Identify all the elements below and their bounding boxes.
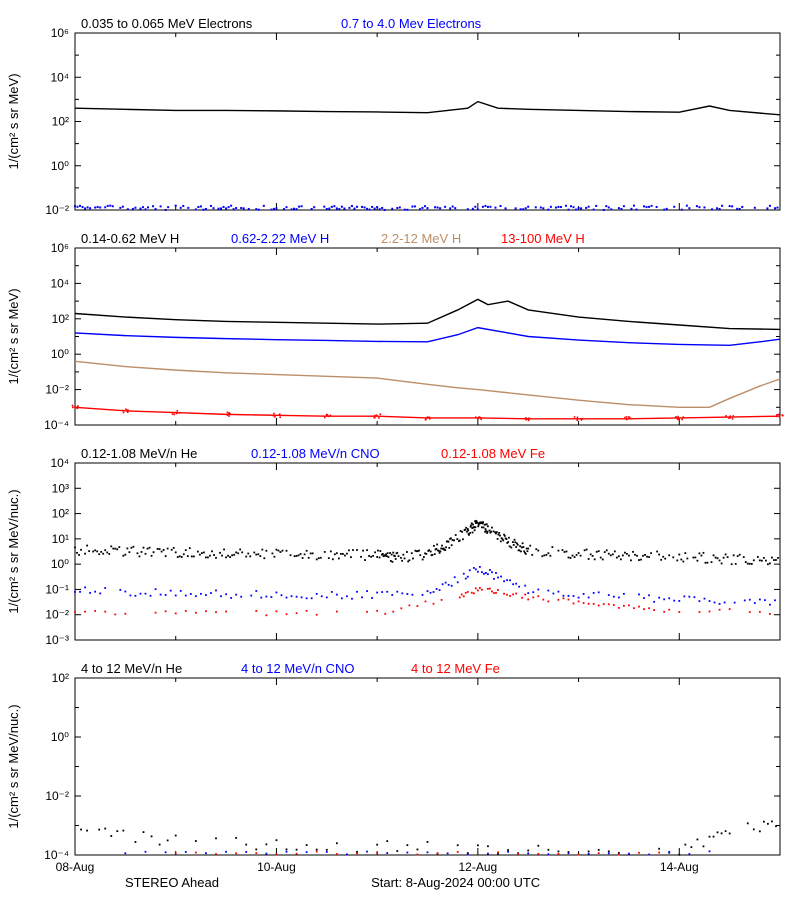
svg-text:0.12-1.08 MeV Fe: 0.12-1.08 MeV Fe — [441, 446, 545, 461]
svg-text:10⁻¹: 10⁻¹ — [45, 582, 69, 596]
svg-text:0.62-2.22 MeV H: 0.62-2.22 MeV H — [231, 231, 329, 246]
svg-text:10⁰: 10⁰ — [51, 159, 69, 173]
svg-text:10⁻²: 10⁻² — [45, 203, 69, 217]
svg-text:10¹: 10¹ — [52, 532, 69, 546]
svg-text:10³: 10³ — [52, 481, 69, 495]
svg-text:10⁰: 10⁰ — [51, 347, 69, 361]
svg-text:4 to 12 MeV/n He: 4 to 12 MeV/n He — [81, 661, 182, 676]
svg-text:0.035 to 0.065 MeV Electrons: 0.035 to 0.065 MeV Electrons — [81, 16, 253, 31]
svg-text:0.7 to 4.0 Mev Electrons: 0.7 to 4.0 Mev Electrons — [341, 16, 482, 31]
svg-text:13-100 MeV H: 13-100 MeV H — [501, 231, 585, 246]
svg-text:4 to 12 MeV/n CNO: 4 to 12 MeV/n CNO — [241, 661, 354, 676]
svg-text:10⁶: 10⁶ — [51, 241, 69, 255]
svg-text:10²: 10² — [52, 507, 69, 521]
svg-text:10²: 10² — [52, 115, 69, 129]
svg-text:10⁻²: 10⁻² — [45, 789, 69, 803]
svg-text:1/(cm² s sr MeV/nuc.): 1/(cm² s sr MeV/nuc.) — [6, 489, 21, 613]
svg-text:0.14-0.62 MeV H: 0.14-0.62 MeV H — [81, 231, 179, 246]
svg-text:4 to 12 MeV Fe: 4 to 12 MeV Fe — [411, 661, 500, 676]
svg-text:10²: 10² — [52, 671, 69, 685]
svg-text:10⁶: 10⁶ — [51, 26, 69, 40]
svg-text:10⁻²: 10⁻² — [45, 383, 69, 397]
chart-svg: 10⁻² 10⁰ 10² 10⁴ 10⁶ 1/(cm² s sr MeV) 0.035 to… — [0, 0, 800, 900]
svg-text:12-Aug: 12-Aug — [459, 860, 498, 874]
svg-text:2.2-12 MeV H: 2.2-12 MeV H — [381, 231, 461, 246]
svg-text:1/(cm² s sr MeV): 1/(cm² s sr MeV) — [6, 73, 21, 169]
svg-text:STEREO Ahead: STEREO Ahead — [125, 875, 219, 890]
svg-text:Start: 8-Aug-2024 00:00 UTC: Start: 8-Aug-2024 00:00 UTC — [371, 875, 540, 890]
chart-container: 10⁻² 10⁰ 10² 10⁴ 10⁶ 1/(cm² s sr MeV) 0.035 to… — [0, 0, 800, 900]
svg-text:10⁻³: 10⁻³ — [45, 633, 69, 647]
svg-text:10⁰: 10⁰ — [51, 557, 69, 571]
svg-text:10-Aug: 10-Aug — [257, 860, 296, 874]
svg-text:1/(cm² s sr MeV/nuc.): 1/(cm² s sr MeV/nuc.) — [6, 704, 21, 828]
svg-text:10²: 10² — [52, 312, 69, 326]
svg-text:10⁻²: 10⁻² — [45, 608, 69, 622]
svg-text:10⁴: 10⁴ — [50, 456, 69, 470]
svg-text:14-Aug: 14-Aug — [660, 860, 699, 874]
svg-text:10⁴: 10⁴ — [50, 276, 69, 290]
svg-text:0.12-1.08 MeV/n CNO: 0.12-1.08 MeV/n CNO — [251, 446, 380, 461]
svg-text:10⁻⁴: 10⁻⁴ — [44, 418, 69, 432]
svg-text:1/(cm² s sr MeV): 1/(cm² s sr MeV) — [6, 288, 21, 384]
svg-text:10⁴: 10⁴ — [50, 70, 69, 84]
svg-text:08-Aug: 08-Aug — [56, 860, 95, 874]
svg-text:0.12-1.08 MeV/n He: 0.12-1.08 MeV/n He — [81, 446, 197, 461]
svg-text:10⁰: 10⁰ — [51, 730, 69, 744]
